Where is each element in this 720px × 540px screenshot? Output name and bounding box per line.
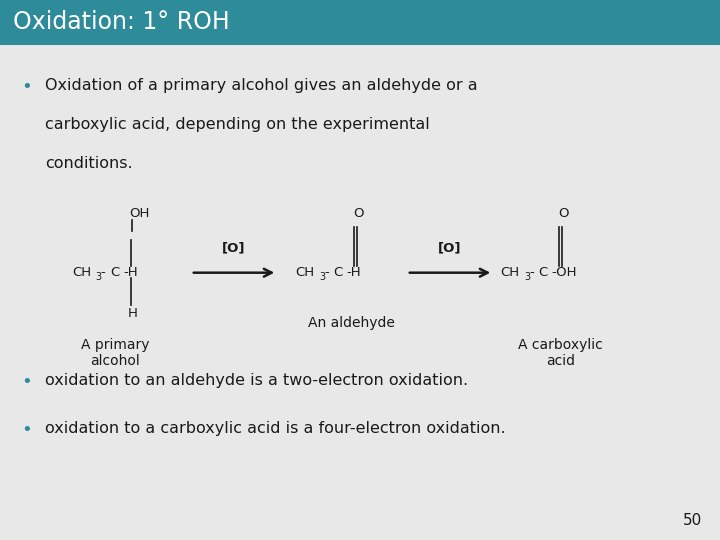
Text: A carboxylic
acid: A carboxylic acid [518,338,603,368]
Text: carboxylic acid, depending on the experimental: carboxylic acid, depending on the experi… [45,117,429,132]
Bar [0,0,720,45]
Text: CH: CH [500,266,520,279]
Text: O: O [353,207,364,220]
Text: [O]: [O] [222,242,246,255]
Text: oxidation to an aldehyde is a two-electron oxidation.: oxidation to an aldehyde is a two-electr… [45,373,468,388]
Text: CH: CH [295,266,315,279]
Text: -: - [529,266,534,279]
Text: An aldehyde: An aldehyde [308,316,395,330]
Text: •: • [22,421,32,439]
Text: H: H [127,307,138,320]
Text: CH: CH [72,266,91,279]
Text: •: • [22,78,32,96]
Text: -OH: -OH [552,266,577,279]
Text: 3: 3 [319,272,325,282]
Text: conditions.: conditions. [45,156,132,171]
Text: oxidation to a carboxylic acid is a four-electron oxidation.: oxidation to a carboxylic acid is a four… [45,421,505,436]
Text: C: C [333,266,343,279]
Text: C: C [539,266,548,279]
Text: O: O [558,207,569,220]
Text: 3: 3 [524,272,531,282]
Text: 3: 3 [96,272,102,282]
Text: -: - [324,266,329,279]
Text: 50: 50 [683,513,702,528]
Text: -H: -H [346,266,361,279]
Text: [O]: [O] [438,242,462,255]
Text: OH: OH [130,207,150,220]
Text: •: • [22,373,32,390]
Text: -: - [101,266,106,279]
Text: Oxidation of a primary alcohol gives an aldehyde or a: Oxidation of a primary alcohol gives an … [45,78,477,93]
Text: -H: -H [123,266,138,279]
Text: A primary
alcohol: A primary alcohol [81,338,150,368]
Text: C: C [110,266,120,279]
Text: Oxidation: 1° ROH: Oxidation: 1° ROH [13,10,230,35]
